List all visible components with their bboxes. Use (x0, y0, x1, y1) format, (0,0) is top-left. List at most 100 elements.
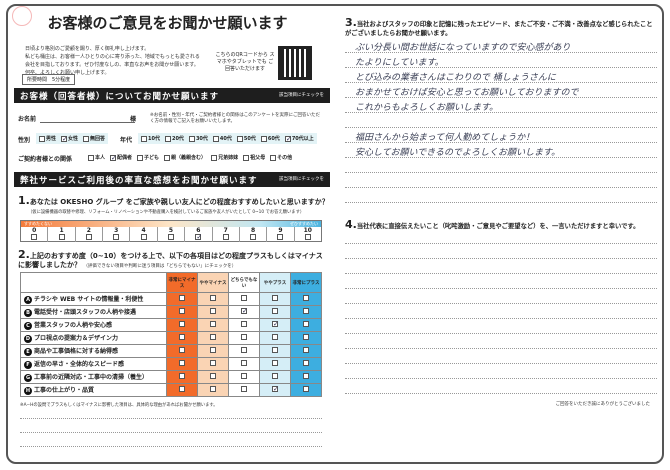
rating-cell[interactable] (290, 318, 322, 332)
answer-line[interactable] (345, 157, 657, 158)
gender-option[interactable]: 女性 (61, 135, 78, 142)
rating-cell[interactable] (197, 318, 229, 332)
checkbox[interactable] (167, 234, 174, 240)
checkbox[interactable] (241, 334, 247, 340)
rating-cell[interactable] (259, 305, 291, 319)
answer-line[interactable] (20, 432, 322, 433)
qr-code[interactable] (278, 46, 312, 80)
rating-cell[interactable] (166, 318, 198, 332)
rating-cell[interactable] (197, 305, 229, 319)
rating-cell[interactable] (228, 318, 260, 332)
scale-cell-10[interactable]: 10 (295, 227, 321, 242)
answer-line[interactable] (345, 393, 657, 394)
rating-cell[interactable] (290, 344, 322, 358)
checkbox[interactable] (272, 321, 279, 327)
rating-cell[interactable] (259, 357, 291, 371)
rating-cell[interactable] (166, 383, 198, 397)
checkbox[interactable] (241, 360, 247, 366)
answer-line[interactable] (345, 52, 657, 53)
checkbox[interactable] (210, 334, 216, 340)
checkbox[interactable] (179, 295, 185, 301)
checkbox[interactable] (272, 295, 278, 301)
checkbox[interactable] (241, 295, 247, 301)
answer-line[interactable] (345, 67, 657, 68)
checkbox[interactable] (303, 295, 309, 301)
checkbox[interactable] (241, 321, 247, 327)
rating-cell[interactable] (290, 331, 322, 345)
checkbox[interactable] (304, 234, 311, 240)
checkbox[interactable] (210, 373, 216, 379)
checkbox[interactable] (303, 347, 309, 353)
checkbox[interactable] (88, 154, 94, 161)
checkbox[interactable] (58, 234, 65, 240)
relation-option[interactable]: 親（義親含む） (164, 154, 206, 161)
answer-line[interactable] (345, 97, 657, 98)
answer-line[interactable] (345, 142, 657, 143)
checkbox[interactable] (179, 373, 185, 379)
checkbox[interactable] (179, 334, 185, 340)
rating-cell[interactable] (290, 292, 322, 306)
age-option[interactable]: 50代 (236, 135, 256, 142)
checkbox[interactable] (272, 334, 278, 340)
answer-line[interactable] (345, 202, 657, 203)
rating-cell[interactable] (228, 292, 260, 306)
rating-cell[interactable] (228, 370, 260, 384)
answer-line[interactable] (345, 303, 657, 304)
answer-line[interactable] (345, 318, 657, 319)
answer-line[interactable] (345, 378, 657, 379)
scale-cell-4[interactable]: 4 (130, 227, 158, 242)
scale-cell-9[interactable]: 9 (267, 227, 295, 242)
checkbox[interactable] (277, 234, 284, 240)
checkbox[interactable] (211, 154, 218, 161)
answer-line[interactable] (345, 258, 657, 259)
rating-cell[interactable] (259, 292, 291, 306)
relation-option[interactable]: その他 (270, 154, 292, 161)
rating-cell[interactable] (259, 383, 291, 397)
checkbox[interactable] (179, 360, 185, 366)
checkbox[interactable] (272, 386, 279, 392)
answer-line[interactable] (345, 112, 657, 113)
answer-line[interactable] (345, 243, 657, 244)
checkbox[interactable] (272, 308, 278, 314)
checkbox[interactable] (210, 360, 216, 366)
rating-cell[interactable] (290, 383, 322, 397)
checkbox[interactable] (303, 373, 309, 379)
rating-cell[interactable] (290, 370, 322, 384)
rating-cell[interactable] (197, 357, 229, 371)
relation-option[interactable]: 兄弟姉妹 (211, 154, 238, 161)
checkbox[interactable] (141, 135, 147, 142)
scale-cell-2[interactable]: 2 (76, 227, 104, 242)
checkbox[interactable] (303, 321, 309, 327)
rating-cell[interactable] (290, 305, 322, 319)
answer-line[interactable] (345, 363, 657, 364)
scale-cell-3[interactable]: 3 (103, 227, 131, 242)
age-option[interactable]: 30代 (188, 135, 208, 142)
checkbox[interactable] (164, 135, 171, 142)
checkbox[interactable] (250, 234, 257, 240)
checkbox[interactable] (303, 360, 309, 366)
rating-cell[interactable] (228, 383, 260, 397)
rating-cell[interactable] (259, 331, 291, 345)
checkbox[interactable] (210, 386, 216, 392)
checkbox[interactable] (270, 154, 277, 161)
rating-cell[interactable] (228, 331, 260, 345)
answer-line[interactable] (345, 288, 657, 289)
checkbox[interactable] (179, 321, 185, 327)
checkbox[interactable] (140, 234, 147, 240)
checkbox[interactable] (179, 386, 185, 392)
checkbox[interactable] (113, 234, 120, 240)
checkbox[interactable] (179, 308, 185, 314)
checkbox[interactable] (83, 135, 90, 142)
checkbox[interactable] (272, 360, 278, 366)
checkbox[interactable] (31, 234, 38, 240)
checkbox[interactable] (303, 386, 309, 392)
checkbox[interactable] (272, 347, 278, 353)
relation-option[interactable]: 祖父母 (243, 154, 265, 161)
scale-cell-8[interactable]: 8 (240, 227, 268, 242)
rating-cell[interactable] (197, 344, 229, 358)
checkbox[interactable] (241, 347, 247, 353)
checkbox[interactable] (241, 308, 248, 314)
checkbox[interactable] (61, 135, 68, 142)
answer-line[interactable] (345, 82, 657, 83)
scale-cell-6[interactable]: 6 (185, 227, 213, 242)
